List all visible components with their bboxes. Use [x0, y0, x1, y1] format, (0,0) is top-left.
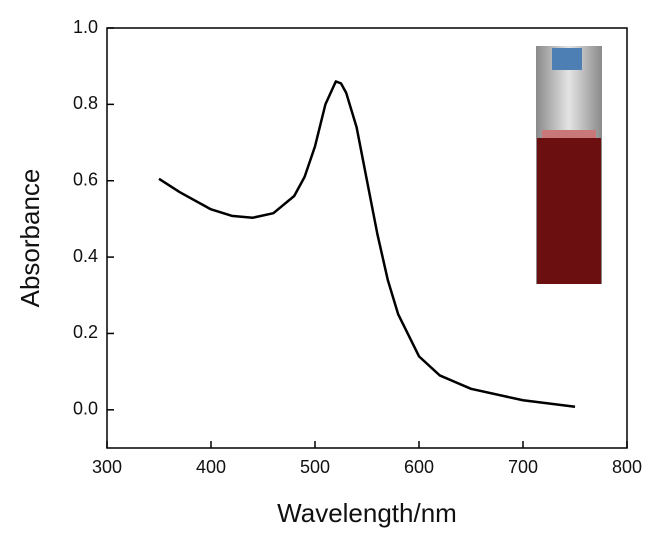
x-axis-title: Wavelength/nm	[277, 498, 457, 528]
x-tick-label: 300	[92, 457, 122, 477]
x-tick-label: 400	[196, 457, 226, 477]
y-tick-label: 0.4	[73, 246, 98, 266]
x-tick-label: 500	[300, 457, 330, 477]
y-tick-label: 0.0	[73, 399, 98, 419]
x-tick-label: 600	[404, 457, 434, 477]
cuvette-photo	[536, 46, 602, 284]
x-tick-label: 800	[612, 457, 642, 477]
y-tick-label: 0.6	[73, 169, 98, 189]
y-tick-label: 1.0	[73, 17, 98, 37]
spectrum-line	[158, 80, 576, 409]
plot-frame	[106, 27, 628, 449]
y-tick-label: 0.2	[73, 322, 98, 342]
y-tick-label: 0.8	[73, 93, 98, 113]
y-axis-title: Absorbance	[15, 169, 45, 308]
x-tick-label: 700	[508, 457, 538, 477]
